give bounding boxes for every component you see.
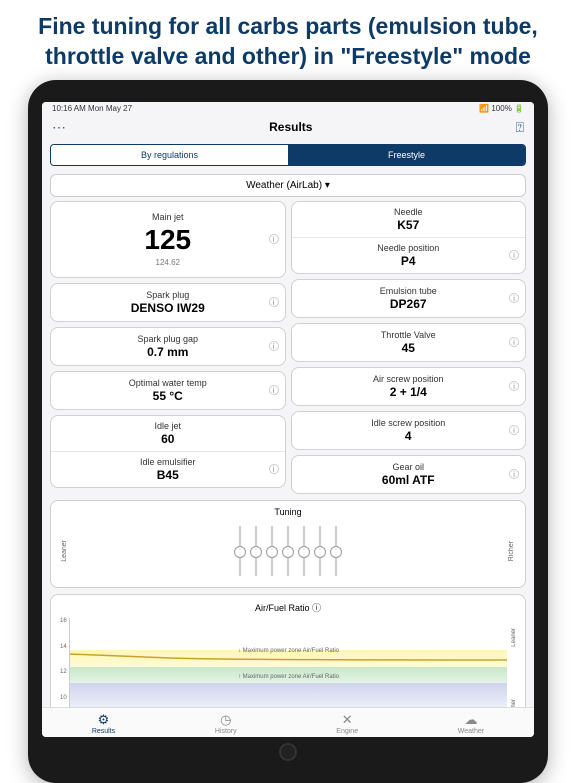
chart-leaner-label: Leaner [511, 628, 517, 647]
info-icon[interactable]: i [509, 469, 519, 479]
screen: 10:16 AM Mon May 27 📶 100% 🔋 ⋯ Results ⍰… [42, 102, 534, 737]
weather-dropdown[interactable]: Weather (AirLab) ▾ [50, 174, 526, 197]
content-area: Main jet 125 124.62 i Spark plug DENSO I… [42, 201, 534, 707]
water-card[interactable]: Optimal water temp 55 °C i [50, 371, 286, 410]
clock-icon: ◷ [215, 712, 237, 728]
air-screw-card[interactable]: Air screw position 2 + 1/4 i [291, 367, 527, 406]
richer-label: Richer [508, 541, 515, 561]
info-icon[interactable]: i [509, 381, 519, 391]
tuning-panel: Tuning Leaner Richer [50, 500, 526, 588]
bottom-nav: ⚙Results ◷History ✕Engine ☁Weather [42, 707, 534, 737]
spark-plug-card[interactable]: Spark plug DENSO IW29 i [50, 283, 286, 322]
nav-history[interactable]: ◷History [215, 712, 237, 735]
status-time: 10:16 AM Mon May 27 [52, 104, 132, 113]
tuning-slider[interactable] [287, 526, 289, 576]
needle-card[interactable]: NeedleK57 Needle positionP4i [291, 201, 527, 274]
tuning-title: Tuning [57, 507, 519, 517]
tuning-slider[interactable] [271, 526, 273, 576]
af-ratio-chart: 161412108 ↓ Maximum power zone Air/Fuel … [69, 618, 507, 707]
idle-card[interactable]: Idle jet60 Idle emulsifierB45i [50, 415, 286, 488]
leaner-label: Leaner [61, 540, 68, 562]
info-icon[interactable]: i [269, 385, 279, 395]
tuning-slider[interactable] [335, 526, 337, 576]
info-icon[interactable]: i [509, 293, 519, 303]
header-title: Results [269, 120, 312, 134]
sliders-icon: ⚙ [92, 712, 115, 728]
info-icon[interactable]: i [509, 425, 519, 435]
chart-panel: Air/Fuel Ratio ⓘ 161412108 ↓ Maximum pow… [50, 594, 526, 707]
chart-title: Air/Fuel Ratio ⓘ [57, 601, 519, 614]
app-header: ⋯ Results ⍰ [42, 115, 534, 140]
info-icon[interactable]: i [509, 250, 519, 260]
nav-engine[interactable]: ✕Engine [336, 712, 358, 735]
status-battery: 📶 100% 🔋 [479, 104, 524, 113]
nav-weather[interactable]: ☁Weather [458, 712, 484, 735]
main-jet-sub: 124.62 [59, 258, 277, 267]
chart-richer-label: Richer [511, 699, 517, 706]
tuning-slider[interactable] [239, 526, 241, 576]
tuning-slider[interactable] [303, 526, 305, 576]
info-icon[interactable]: i [269, 464, 279, 474]
info-icon[interactable]: i [509, 337, 519, 347]
promo-title: Fine tuning for all carbs parts (emulsio… [0, 0, 576, 80]
tuning-slider[interactable] [255, 526, 257, 576]
main-jet-label: Main jet [59, 212, 277, 222]
home-button[interactable] [279, 743, 297, 761]
info-icon[interactable]: i [269, 341, 279, 351]
tuning-slider[interactable] [319, 526, 321, 576]
tablet-frame: 10:16 AM Mon May 27 📶 100% 🔋 ⋯ Results ⍰… [28, 80, 548, 783]
nav-results[interactable]: ⚙Results [92, 712, 115, 735]
back-button[interactable]: ⋯ [52, 119, 66, 136]
tab-freestyle[interactable]: Freestyle [288, 145, 525, 165]
mode-tabs: By regulations Freestyle [50, 144, 526, 166]
emulsion-card[interactable]: Emulsion tube DP267 i [291, 279, 527, 318]
status-bar: 10:16 AM Mon May 27 📶 100% 🔋 [42, 102, 534, 115]
main-jet-value: 125 [59, 226, 277, 254]
cloud-icon: ☁ [458, 712, 484, 728]
chart-y-axis: 161412108 [60, 618, 67, 707]
chart-line [70, 618, 507, 707]
tab-regulations[interactable]: By regulations [51, 145, 288, 165]
info-icon[interactable]: i [269, 297, 279, 307]
profile-icon[interactable]: ⍰ [516, 119, 524, 136]
throttle-card[interactable]: Throttle Valve 45 i [291, 323, 527, 362]
wrench-icon: ✕ [336, 712, 358, 728]
main-jet-card[interactable]: Main jet 125 124.62 i [50, 201, 286, 278]
info-icon[interactable]: i [269, 234, 279, 244]
idle-screw-card[interactable]: Idle screw position 4 i [291, 411, 527, 450]
gear-oil-card[interactable]: Gear oil 60ml ATF i [291, 455, 527, 494]
gap-card[interactable]: Spark plug gap 0.7 mm i [50, 327, 286, 366]
